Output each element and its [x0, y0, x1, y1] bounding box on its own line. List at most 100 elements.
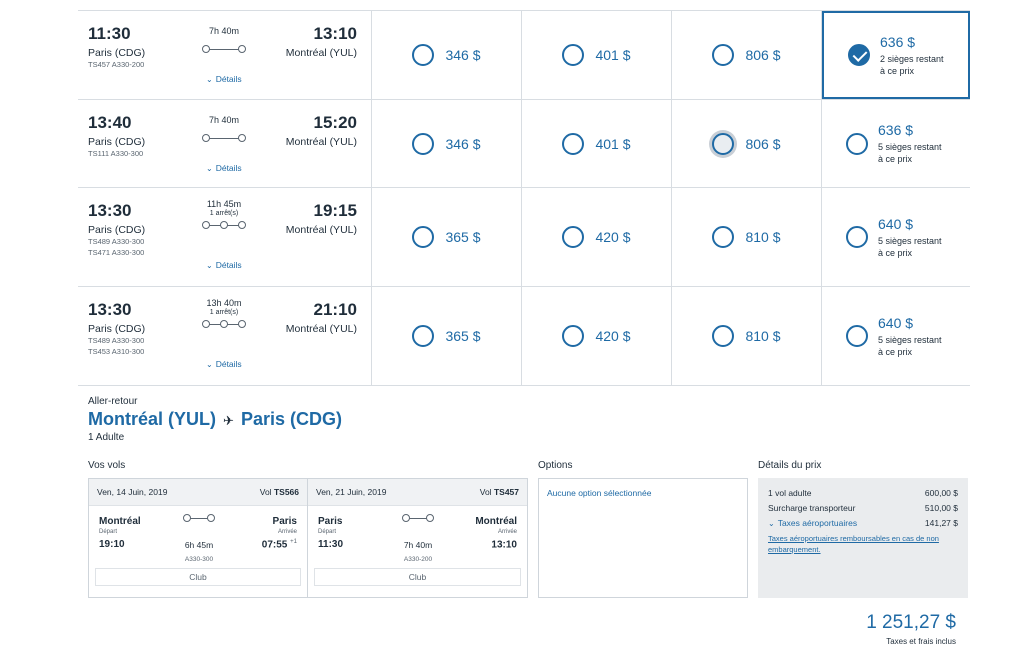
fare-price: 365 $	[445, 328, 481, 344]
fare-flex-option[interactable]: 810 $	[672, 287, 822, 385]
radio-button[interactable]	[712, 132, 735, 155]
plane-icon: ✈	[223, 413, 234, 428]
radio-button[interactable]	[412, 44, 435, 66]
fare-price: 401 $	[595, 47, 631, 63]
segment-line: TS457 A330-200	[88, 60, 145, 69]
flight-date: Ven, 14 Juin, 2019	[97, 487, 168, 497]
flight-result-row: 13:30 Paris (CDG) TS489 A330-300 TS453 A3…	[78, 287, 970, 386]
flight-details-link[interactable]: ⌄ Détails	[206, 163, 242, 173]
trip-origin: Montréal (YUL)	[88, 409, 216, 429]
fare-standard-option[interactable]: 401 $	[522, 100, 672, 187]
stops-count: 1 arrêt(s)	[209, 210, 239, 217]
radio-button[interactable]	[412, 132, 435, 155]
flights-section-title: Vos vols	[88, 460, 126, 471]
flight-number: Vol TS457	[479, 487, 519, 497]
radio-button[interactable]	[412, 325, 435, 347]
price-line-base: 1 vol adulte 600,00 $	[768, 488, 958, 498]
fare-standard-option[interactable]: 420 $	[522, 287, 672, 385]
flight-number: Vol TS566	[259, 487, 299, 497]
flight-details-link[interactable]: ⌄ Détails	[206, 359, 242, 369]
fare-club-option[interactable]: 636 $ 2 sièges restant à ce prix	[822, 11, 970, 99]
cabin-class: Club	[95, 568, 301, 586]
fare-flex-option[interactable]: 806 $	[672, 11, 822, 99]
flight-from: Montréal	[99, 516, 141, 527]
fare-price: 346 $	[445, 135, 481, 152]
airport-taxes-refund-link[interactable]: Taxes aéroportuaires remboursables en ca…	[768, 534, 939, 554]
radio-button[interactable]	[562, 132, 585, 155]
fare-standard-option[interactable]: 420 $	[522, 188, 672, 286]
arrival-time: 15:20	[313, 113, 357, 132]
flight-to: Montréal	[475, 516, 517, 527]
radio-button[interactable]	[562, 325, 585, 347]
options-box: Aucune option sélectionnée	[538, 478, 748, 598]
flight-result-row: 11:30 Paris (CDG) TS457 A330-200 7h 40m …	[78, 11, 970, 100]
seats-remaining: 2 sièges restant	[880, 53, 944, 64]
flight-details-link[interactable]: ⌄ Détails	[206, 74, 242, 84]
radio-button[interactable]	[712, 325, 735, 347]
total-price-note: Taxes et frais inclus	[886, 637, 956, 646]
price-line-surcharge: Surcharge transporteur 510,00 $	[768, 503, 958, 513]
fare-economy-option[interactable]: 365 $	[372, 188, 522, 286]
fare-economy-option[interactable]: 365 $	[372, 287, 522, 385]
fare-price: 806 $	[745, 135, 781, 152]
chevron-down-icon: ⌄	[206, 360, 213, 369]
checkmark-icon[interactable]	[848, 44, 870, 66]
fare-club-option[interactable]: 640 $ 5 sièges restant à ce prix	[822, 287, 970, 385]
fare-club-option[interactable]: 640 $ 5 sièges restant à ce prix	[822, 188, 970, 286]
club-price-box: 636 $ 2 sièges restant à ce prix	[880, 34, 944, 77]
radio-button[interactable]	[846, 325, 868, 347]
flight-info: 13:40 Paris (CDG) TS111 A330-300 7h 40m …	[78, 100, 372, 187]
fare-economy-option[interactable]: 346 $	[372, 100, 522, 187]
segment-line: TS471 A330-300	[88, 248, 145, 257]
departure-city: Paris (CDG)	[88, 47, 146, 59]
fare-flex-option[interactable]: 806 $	[672, 100, 822, 187]
fare-economy-option[interactable]: 346 $	[372, 11, 522, 99]
departure-time: 11:30	[88, 24, 131, 43]
flight-details-link[interactable]: ⌄ Détails	[206, 260, 242, 270]
total-price: 1 251,27 $	[866, 612, 956, 633]
segment-line: TS453 A310-300	[88, 347, 145, 356]
radio-button[interactable]	[412, 226, 435, 248]
radio-button[interactable]	[562, 226, 585, 248]
flight-results-table: 11:30 Paris (CDG) TS457 A330-200 7h 40m …	[78, 10, 970, 386]
arrival-label: Arrivée	[497, 529, 517, 535]
seats-remaining-suffix: à ce prix	[878, 154, 913, 164]
flight-duration: 7h 40m	[208, 115, 240, 125]
arrival-time: 13:10	[313, 24, 357, 43]
fare-standard-option[interactable]: 401 $	[522, 11, 672, 99]
chevron-down-icon: ⌄	[206, 75, 213, 84]
flight-card-header: Ven, 21 Juin, 2019 Vol TS457	[308, 479, 527, 506]
flight-duration: 13h 40m 1 arrêt(s)	[190, 298, 258, 318]
fare-price: 420 $	[595, 328, 631, 344]
fare-price: 636 $	[880, 33, 916, 50]
fare-club-option[interactable]: 636 $ 5 sièges restant à ce prix	[822, 100, 970, 187]
departure-time: 13:30	[88, 201, 132, 220]
passenger-count: 1 Adulte	[88, 432, 125, 443]
radio-button[interactable]	[846, 226, 868, 248]
arrival-city: Montréal (YUL)	[285, 136, 357, 148]
flight-duration: 11h 45m 1 arrêt(s)	[190, 199, 258, 219]
flight-duration: 7h 40m	[403, 540, 433, 550]
flight-result-row: 13:40 Paris (CDG) TS111 A330-300 7h 40m …	[78, 100, 970, 188]
radio-button[interactable]	[562, 44, 585, 66]
flight-card-return: Ven, 21 Juin, 2019 Vol TS457 Paris Montr…	[308, 479, 527, 597]
club-price-box: 636 $ 5 sièges restant à ce prix	[878, 122, 942, 165]
trip-destination: Paris (CDG)	[240, 409, 342, 429]
arrival-city: Montréal (YUL)	[285, 323, 357, 335]
options-section-title: Options	[538, 460, 573, 471]
trip-title: Montréal (YUL) ✈ Paris (CDG)	[88, 409, 342, 430]
radio-button[interactable]	[712, 44, 735, 66]
airport-taxes-toggle[interactable]: ⌄ Taxes aéroportuaires 141,27 $	[768, 518, 958, 528]
segment-line: TS489 A330-300	[88, 336, 145, 345]
flight-duration: 6h 45m	[184, 540, 214, 550]
radio-button[interactable]	[712, 226, 735, 248]
fare-price: 806 $	[745, 47, 781, 63]
fare-flex-option[interactable]: 810 $	[672, 188, 822, 286]
segment-line: TS489 A330-300	[88, 237, 145, 246]
departure-city: Paris (CDG)	[88, 323, 146, 335]
radio-button[interactable]	[846, 132, 868, 155]
seats-remaining-suffix: à ce prix	[880, 65, 915, 76]
club-price-box: 640 $ 5 sièges restant à ce prix	[878, 315, 942, 358]
flight-result-row: 13:30 Paris (CDG) TS489 A330-300 TS471 A3…	[78, 188, 970, 287]
flight-card-header: Ven, 14 Juin, 2019 Vol TS566	[89, 479, 307, 506]
